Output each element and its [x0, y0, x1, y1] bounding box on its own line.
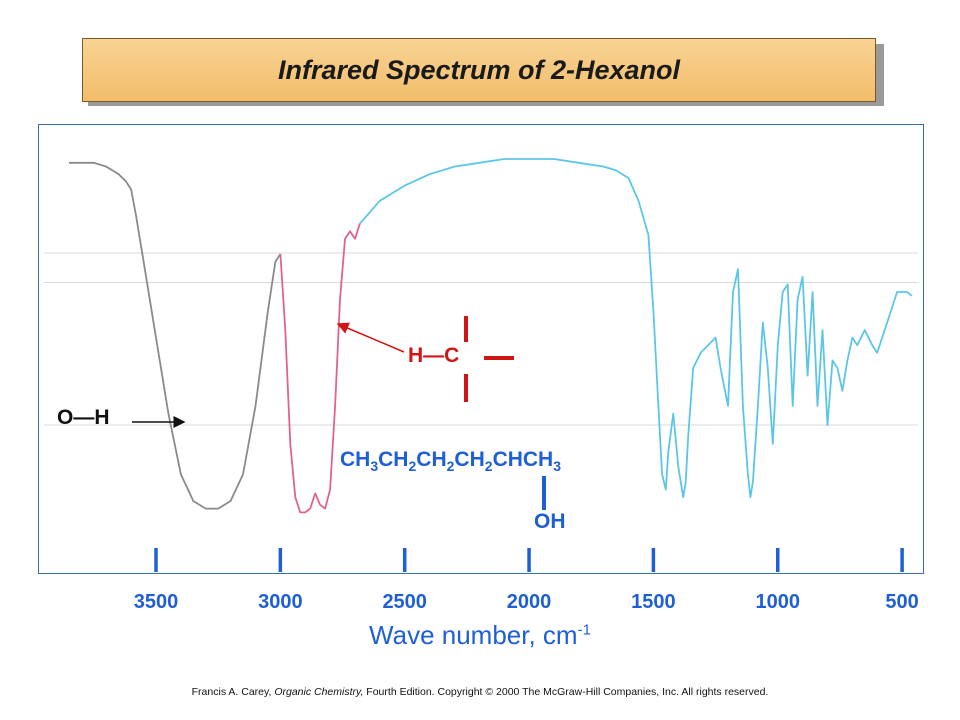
x-tick-label: 1000	[756, 591, 801, 613]
footer-book-title: Organic Chemistry,	[274, 686, 364, 698]
spectrum-frame	[38, 124, 924, 574]
formula-subscript: 3	[553, 458, 562, 475]
x-axis-label: Wave number, cm-1	[0, 620, 960, 651]
footer-copyright: Fourth Edition. Copyright © 2000 The McG…	[363, 686, 769, 698]
x-tick-label: 2500	[382, 591, 427, 613]
formula-part: CH	[416, 448, 447, 471]
footer-author: Francis A. Carey,	[191, 686, 275, 698]
x-tick-label: 3500	[134, 591, 179, 613]
x-tick-label: 1500	[631, 591, 676, 613]
x-axis-label-text: Wave number, cm	[369, 620, 578, 650]
copyright-footer: Francis A. Carey, Organic Chemistry, Fou…	[0, 686, 960, 698]
formula-subscript: 2	[484, 458, 493, 475]
hc-annotation: H—C	[408, 344, 460, 367]
x-axis-label-exponent: -1	[577, 621, 591, 639]
formula-subscript: 2	[408, 458, 417, 475]
x-tick-label: 3000	[258, 591, 303, 613]
hydroxyl-label: OH	[534, 510, 566, 533]
spectrum-line	[69, 161, 282, 510]
formula-part: CH	[340, 448, 371, 471]
formula-part: CH	[454, 448, 485, 471]
hc-arrow	[336, 322, 405, 353]
molecular-formula: CH3CH2CH2CH2CHCH3	[340, 448, 561, 474]
spectrum-line	[279, 223, 361, 514]
title-banner: Infrared Spectrum of 2-Hexanol	[82, 38, 876, 102]
formula-part: CHCH	[492, 448, 554, 471]
formula-part: CH	[378, 448, 409, 471]
formula-subscript: 2	[446, 458, 455, 475]
chart-title: Infrared Spectrum of 2-Hexanol	[277, 54, 681, 85]
formula-subscript: 3	[370, 458, 379, 475]
x-tick-label: 500	[885, 591, 918, 613]
x-tick-label: 2000	[507, 591, 552, 613]
oh-annotation: O—H	[57, 406, 110, 429]
spectrum-line	[359, 158, 913, 499]
